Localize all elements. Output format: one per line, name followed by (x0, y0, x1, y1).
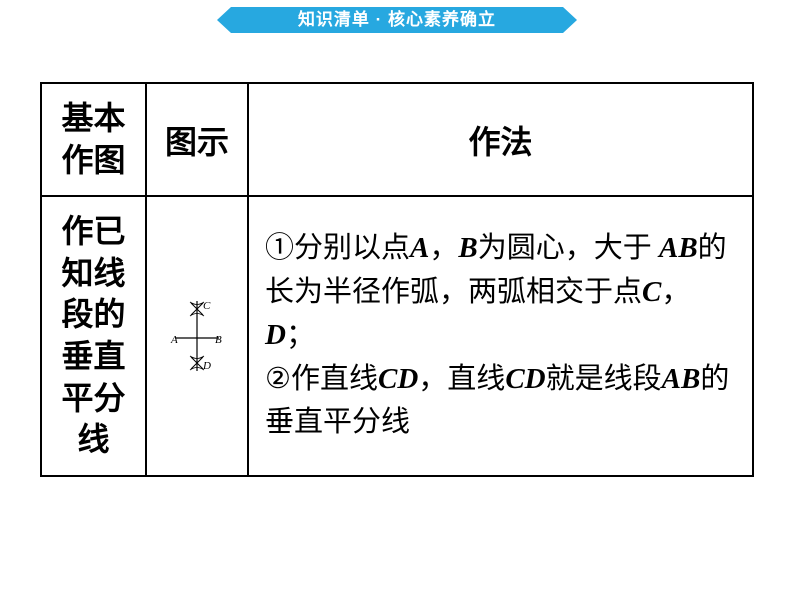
vcd2: CD (505, 363, 545, 395)
banner-left-arrow (217, 7, 231, 33)
diagram-cell: A B C D (146, 196, 248, 476)
perpendicular-bisector-diagram: A B C D (157, 283, 237, 383)
label-b: B (215, 334, 222, 346)
content-table: 基本作图 图示 作法 作已知线段的垂直平分线 A B C D ①分别以点A，B为… (40, 82, 754, 477)
vcd1: CD (378, 363, 418, 395)
t8: ，直线 (418, 363, 505, 395)
t5: ， (661, 276, 690, 308)
title-banner: 知识清单 · 核心素养确立 (217, 7, 577, 33)
t9: 就是线段 (546, 363, 662, 395)
t2: ， (429, 232, 458, 264)
t7: ②作直线 (265, 363, 378, 395)
vb: B (458, 232, 477, 264)
header-col3: 作法 (248, 83, 753, 196)
header-col2: 图示 (146, 83, 248, 196)
vc: C (642, 276, 661, 308)
va: A (410, 232, 429, 264)
t6: ； (286, 319, 315, 351)
banner-text: 知识清单 · 核心素养确立 (231, 7, 563, 33)
banner-right-arrow (563, 7, 577, 33)
vab2: AB (662, 363, 701, 395)
t1: ①分别以点 (265, 232, 410, 264)
header-row: 基本作图 图示 作法 (41, 83, 753, 196)
method-cell: ①分别以点A，B为圆心，大于 AB的长为半径作弧，两弧相交于点C，D； ②作直线… (248, 196, 753, 476)
content-row: 作已知线段的垂直平分线 A B C D ①分别以点A，B为圆心，大于 AB的长为… (41, 196, 753, 476)
label-a: A (170, 334, 178, 346)
row-title: 作已知线段的垂直平分线 (41, 196, 146, 476)
vab1: AB (659, 232, 698, 264)
label-d: D (202, 360, 211, 372)
vd: D (265, 319, 286, 351)
t3: 为圆心，大于 (478, 232, 659, 264)
label-c: C (203, 300, 211, 312)
header-col1: 基本作图 (41, 83, 146, 196)
